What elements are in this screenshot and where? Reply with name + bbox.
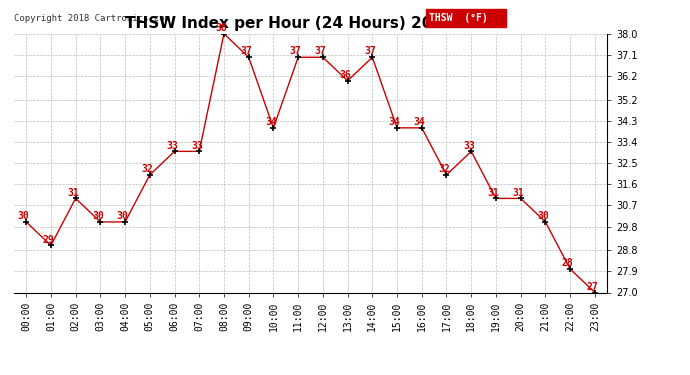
Text: 32: 32: [141, 164, 153, 174]
Text: 31: 31: [488, 188, 500, 198]
Text: 33: 33: [191, 141, 203, 151]
Text: 37: 37: [290, 46, 302, 57]
Text: 37: 37: [240, 46, 252, 57]
Text: 34: 34: [413, 117, 425, 127]
Text: 37: 37: [315, 46, 326, 57]
Text: 31: 31: [513, 188, 524, 198]
Text: 33: 33: [463, 141, 475, 151]
Text: Copyright 2018 Cartronics.com: Copyright 2018 Cartronics.com: [14, 14, 170, 23]
Text: 36: 36: [339, 70, 351, 80]
FancyBboxPatch shape: [426, 9, 506, 27]
Text: 33: 33: [166, 141, 178, 151]
Text: 34: 34: [265, 117, 277, 127]
Text: 29: 29: [43, 235, 55, 244]
Text: 38: 38: [216, 23, 228, 33]
Text: 28: 28: [562, 258, 573, 268]
Text: 32: 32: [438, 164, 450, 174]
Text: 30: 30: [117, 211, 128, 221]
Text: 31: 31: [68, 188, 79, 198]
Title: THSW Index per Hour (24 Hours) 20180223: THSW Index per Hour (24 Hours) 20180223: [125, 16, 496, 31]
Text: 30: 30: [18, 211, 30, 221]
Text: THSW  (°F): THSW (°F): [429, 13, 488, 23]
Text: 34: 34: [388, 117, 400, 127]
Text: 30: 30: [537, 211, 549, 221]
Text: 27: 27: [586, 282, 598, 292]
Text: 37: 37: [364, 46, 376, 57]
Text: 30: 30: [92, 211, 104, 221]
